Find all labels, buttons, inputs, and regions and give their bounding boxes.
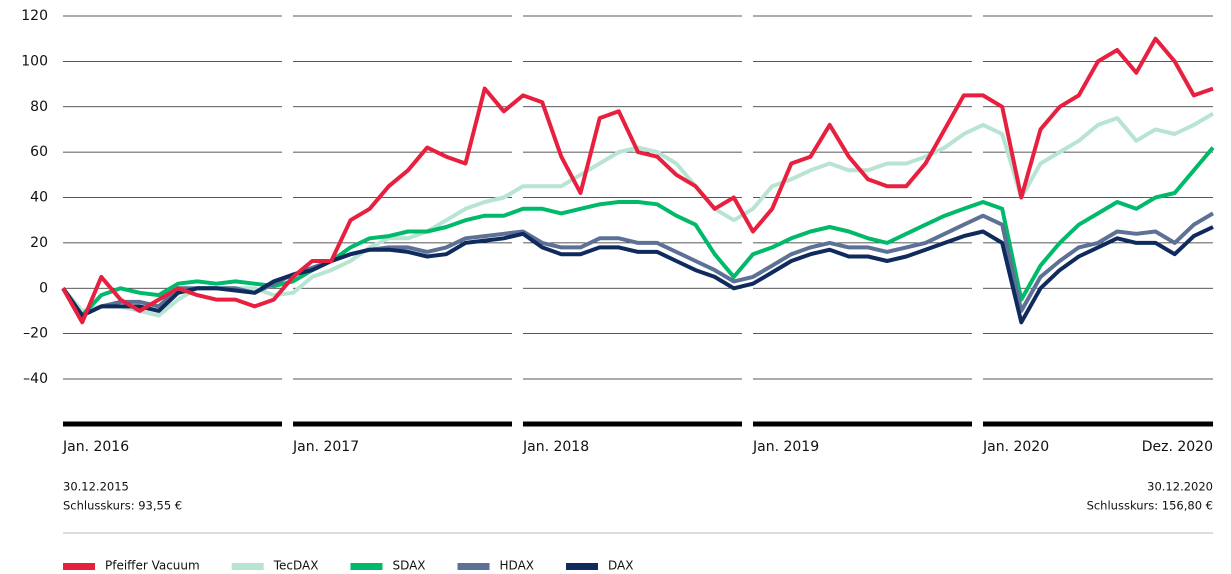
legend-swatch bbox=[457, 563, 490, 570]
x-tick-label: Jan. 2019 bbox=[752, 439, 819, 455]
end-date: 30.12.2020 bbox=[1147, 480, 1213, 494]
series-line bbox=[61, 111, 1215, 318]
y-tick-label: 20 bbox=[30, 235, 48, 251]
y-tick-label: 80 bbox=[30, 99, 48, 115]
y-tick-label: 0 bbox=[39, 280, 48, 296]
legend-label: HDAX bbox=[500, 559, 534, 573]
legend-label: SDAX bbox=[392, 559, 425, 573]
x-tick-label: Jan. 2017 bbox=[292, 439, 359, 455]
y-tick-label: –20 bbox=[23, 326, 48, 342]
y-tick-label: 60 bbox=[30, 144, 48, 160]
legend-label: TecDAX bbox=[273, 559, 319, 573]
legend-label: Pfeiffer Vacuum bbox=[105, 559, 200, 573]
y-tick-label: 100 bbox=[21, 53, 48, 69]
start-price: Schlusskurs: 93,55 € bbox=[63, 499, 182, 513]
legend-label: DAX bbox=[608, 559, 633, 573]
legend-swatch bbox=[63, 563, 95, 570]
y-tick-label: 40 bbox=[30, 190, 48, 206]
x-tick-label: Dez. 2020 bbox=[1142, 439, 1213, 455]
legend-swatch bbox=[350, 563, 383, 570]
y-tick-label: –40 bbox=[23, 371, 48, 387]
legend-swatch bbox=[231, 563, 264, 570]
x-tick-label: Jan. 2020 bbox=[982, 439, 1049, 455]
x-tick-label: Jan. 2016 bbox=[62, 439, 129, 455]
series-line bbox=[61, 146, 1215, 318]
series-line bbox=[61, 225, 1214, 325]
series-line bbox=[61, 36, 1214, 325]
end-price: Schlusskurs: 156,80 € bbox=[1087, 499, 1213, 513]
y-tick-label: 120 bbox=[21, 8, 48, 24]
start-date: 30.12.2015 bbox=[63, 480, 129, 494]
legend-swatch bbox=[566, 563, 599, 570]
x-tick-label: Jan. 2018 bbox=[522, 439, 589, 455]
